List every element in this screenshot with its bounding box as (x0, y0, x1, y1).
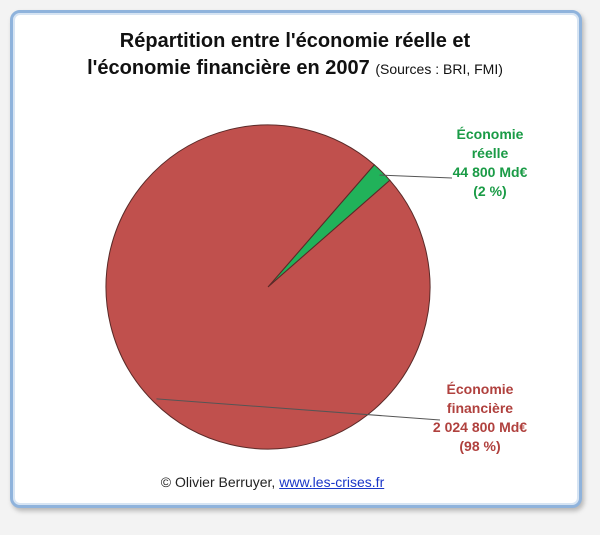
category-label: Économie réelle (456, 126, 524, 161)
chart-title: Répartition entre l'économie réelle et l… (0, 28, 590, 83)
leader-line (379, 174, 453, 179)
value-label: 44 800 Md€ (452, 164, 528, 180)
pie-slice (105, 124, 431, 450)
link[interactable]: www.les-crises.fr (279, 474, 385, 490)
slice-label: Économie réelle 44 800 Md€ (2 %) (420, 125, 560, 201)
subtitle: (Sources : BRI, FMI) (375, 61, 503, 77)
category-label: Économie financière (446, 381, 514, 416)
slice-label: Économie financière 2 024 800 Md€ (98 %) (410, 380, 550, 456)
credit-text: © Olivier Berruyer, (160, 474, 276, 490)
leader-line (156, 398, 441, 421)
credit: © Olivier Berruyer, www.les-crises.fr (0, 474, 545, 490)
title-line: Répartition entre l'économie réelle et (119, 30, 471, 52)
value-label: 2 024 800 Md€ (432, 419, 528, 435)
title-line: l'économie financière en 2007 (87, 57, 370, 79)
share-label: (98 %) (459, 438, 501, 454)
share-label: (2 %) (473, 183, 507, 199)
